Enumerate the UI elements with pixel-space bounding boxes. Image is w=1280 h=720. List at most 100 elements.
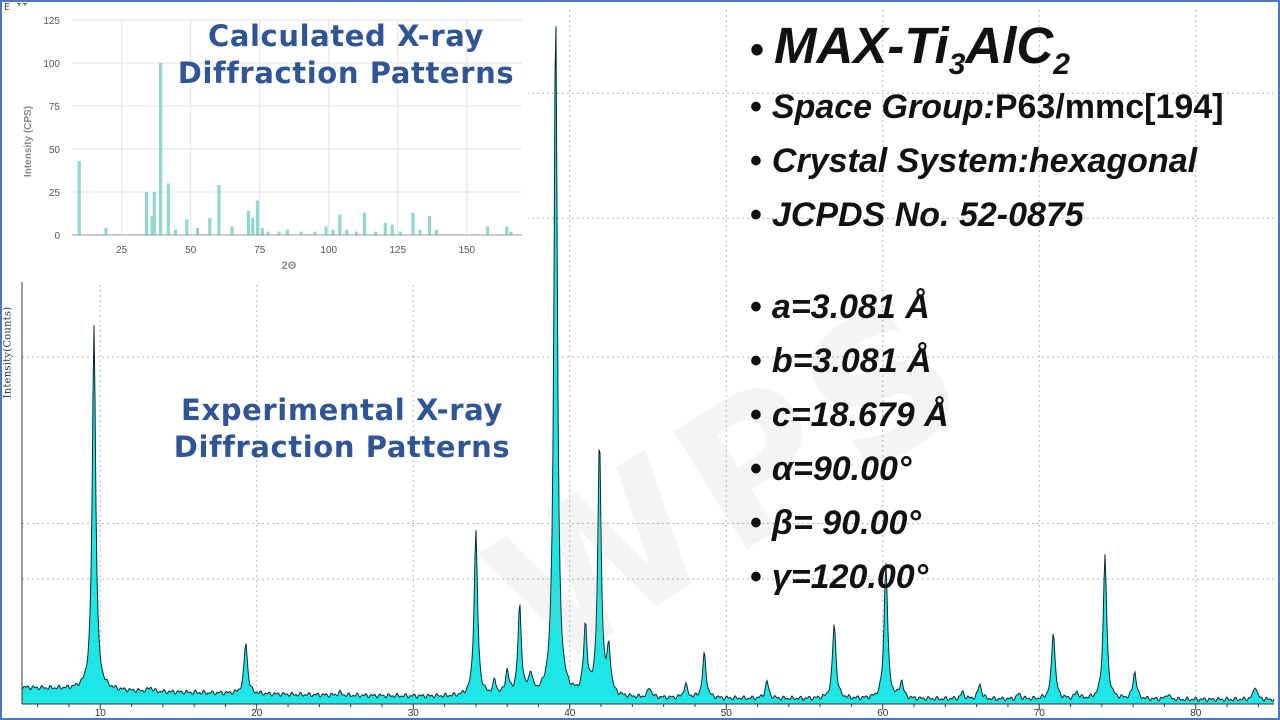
inset-bar [434,229,438,235]
inset-bar [485,226,490,235]
inset-y-tick-label: 75 [49,102,61,113]
beta-text: β= 90.00° [771,504,921,542]
beta-item: • β= 90.00° [750,504,1278,543]
inset-y-tick-label: 25 [49,188,61,199]
inset-bar [104,228,108,235]
bullet-icon: • [750,196,762,234]
experimental-y-axis-label: Intensity(Counts) [2,306,14,399]
lattice-c-text: c=18.679 Å [771,396,949,434]
inset-x-tick-label: 75 [254,245,266,256]
gamma-item: • γ=120.00° [750,558,1278,597]
inset-bar [266,231,270,235]
bullet-icon: • [750,504,762,542]
inset-bar [152,192,156,235]
inset-bar [196,228,200,235]
inset-bar [354,231,358,235]
inset-bar [324,226,328,235]
lattice-c-item: • c=18.679 Å [750,396,1278,435]
inset-x-tick-label: 125 [389,245,406,256]
bullet-icon: • [750,396,762,434]
x-tick-label: 60 [877,708,889,718]
x-tick-label: 40 [564,708,576,718]
inset-bar [185,219,189,235]
bullet-icon: • [750,342,762,380]
inset-bar [374,231,378,235]
x-tick-label: 50 [721,708,733,718]
inset-bar [159,63,163,235]
inset-bar [166,183,170,235]
lattice-b-item: • b=3.081 Å [750,342,1278,381]
heading-mid: AlC [965,17,1054,74]
space-group-label: Space Group: [771,88,995,126]
bullet-icon: • [750,450,762,488]
inset-bar [255,200,260,235]
heading-sub-1: 3 [948,48,966,82]
inset-x-tick-label: 150 [458,245,475,256]
inset-bar [150,216,154,235]
heading-sub-2: 2 [1053,48,1070,82]
inset-bar [208,217,212,235]
inset-bar [277,231,281,235]
inset-bar [411,212,415,235]
lattice-a-text: a=3.081 Å [771,288,930,326]
inset-y-tick-label: 125 [43,16,60,27]
inset-y-axis-label: Intensity (CPS) [23,106,34,177]
experimental-chart-title: Experimental X-ray Diffraction Patterns [173,393,511,464]
calculated-chart-title: Calculated X-ray Diffraction Patterns [177,19,515,90]
experimental-line [21,26,1275,703]
bullet-icon: • [750,88,762,126]
inset-bar [230,226,234,235]
inset-bar [251,217,255,235]
inset-x-tick-label: 50 [185,245,197,256]
inset-bar [331,229,335,235]
bullet-icon: • [750,288,762,326]
space-group-item: • Space Group:P63/mmc[194] [750,88,1278,127]
inset-y-tick-label: 0 [54,231,60,242]
inset-x-tick-label: 100 [320,245,337,256]
inset-bar [363,212,367,235]
inset-bar [505,226,509,235]
inset-bar [246,210,250,235]
inset-bar [383,223,387,235]
space-group-value: P63/mmc[194] [994,88,1224,126]
calculated-xrd-chart: 0 25 50 75 100 125 25 50 75 100 125 150 2Θ Intensity … [23,16,522,272]
inset-bar [144,192,149,235]
x-tick-label: 20 [251,708,263,718]
jcpds-text: JCPDS No. 52-0875 [771,196,1084,234]
jcpds-item: • JCPDS No. 52-0875 [750,196,1278,235]
bullet-icon: • [750,142,762,180]
inset-bar [509,231,513,235]
x-tick-label: 30 [408,708,420,718]
inset-bar [427,216,432,235]
bullet-icon: • [750,558,762,596]
lattice-a-item: • a=3.081 Å [750,288,1278,327]
x-tick-label: 10 [95,708,107,718]
inset-bar [217,185,221,235]
inset-bar [338,214,342,235]
heading-prefix: MAX-Ti [774,17,949,74]
alpha-text: α=90.00° [771,450,912,488]
alpha-item: • α=90.00° [750,450,1278,489]
inset-y-tick-label: 50 [49,145,61,156]
x-tick-label: 80 [1190,708,1202,718]
material-heading: • MAX-Ti3AlC2 [750,16,1278,82]
inset-bar [299,231,303,235]
inset-bar [260,228,265,235]
lattice-b-text: b=3.081 Å [771,342,932,380]
bullet-icon: • [750,28,765,72]
inset-bar [173,229,178,235]
inset-bar [313,231,317,235]
gamma-text: γ=120.00° [771,558,929,596]
inset-x-axis-label: 2Θ [282,260,297,272]
crystal-system-item: • Crystal System:hexagonal [750,142,1278,181]
inset-bar [398,231,403,235]
inset-y-tick-label: 100 [43,59,60,70]
inset-bar [418,229,422,235]
inset-bar [285,229,289,235]
crystal-system-text: Crystal System:hexagonal [771,142,1198,180]
inset-bar [345,229,349,235]
inset-bar [390,224,394,235]
inset-bar [77,161,81,235]
